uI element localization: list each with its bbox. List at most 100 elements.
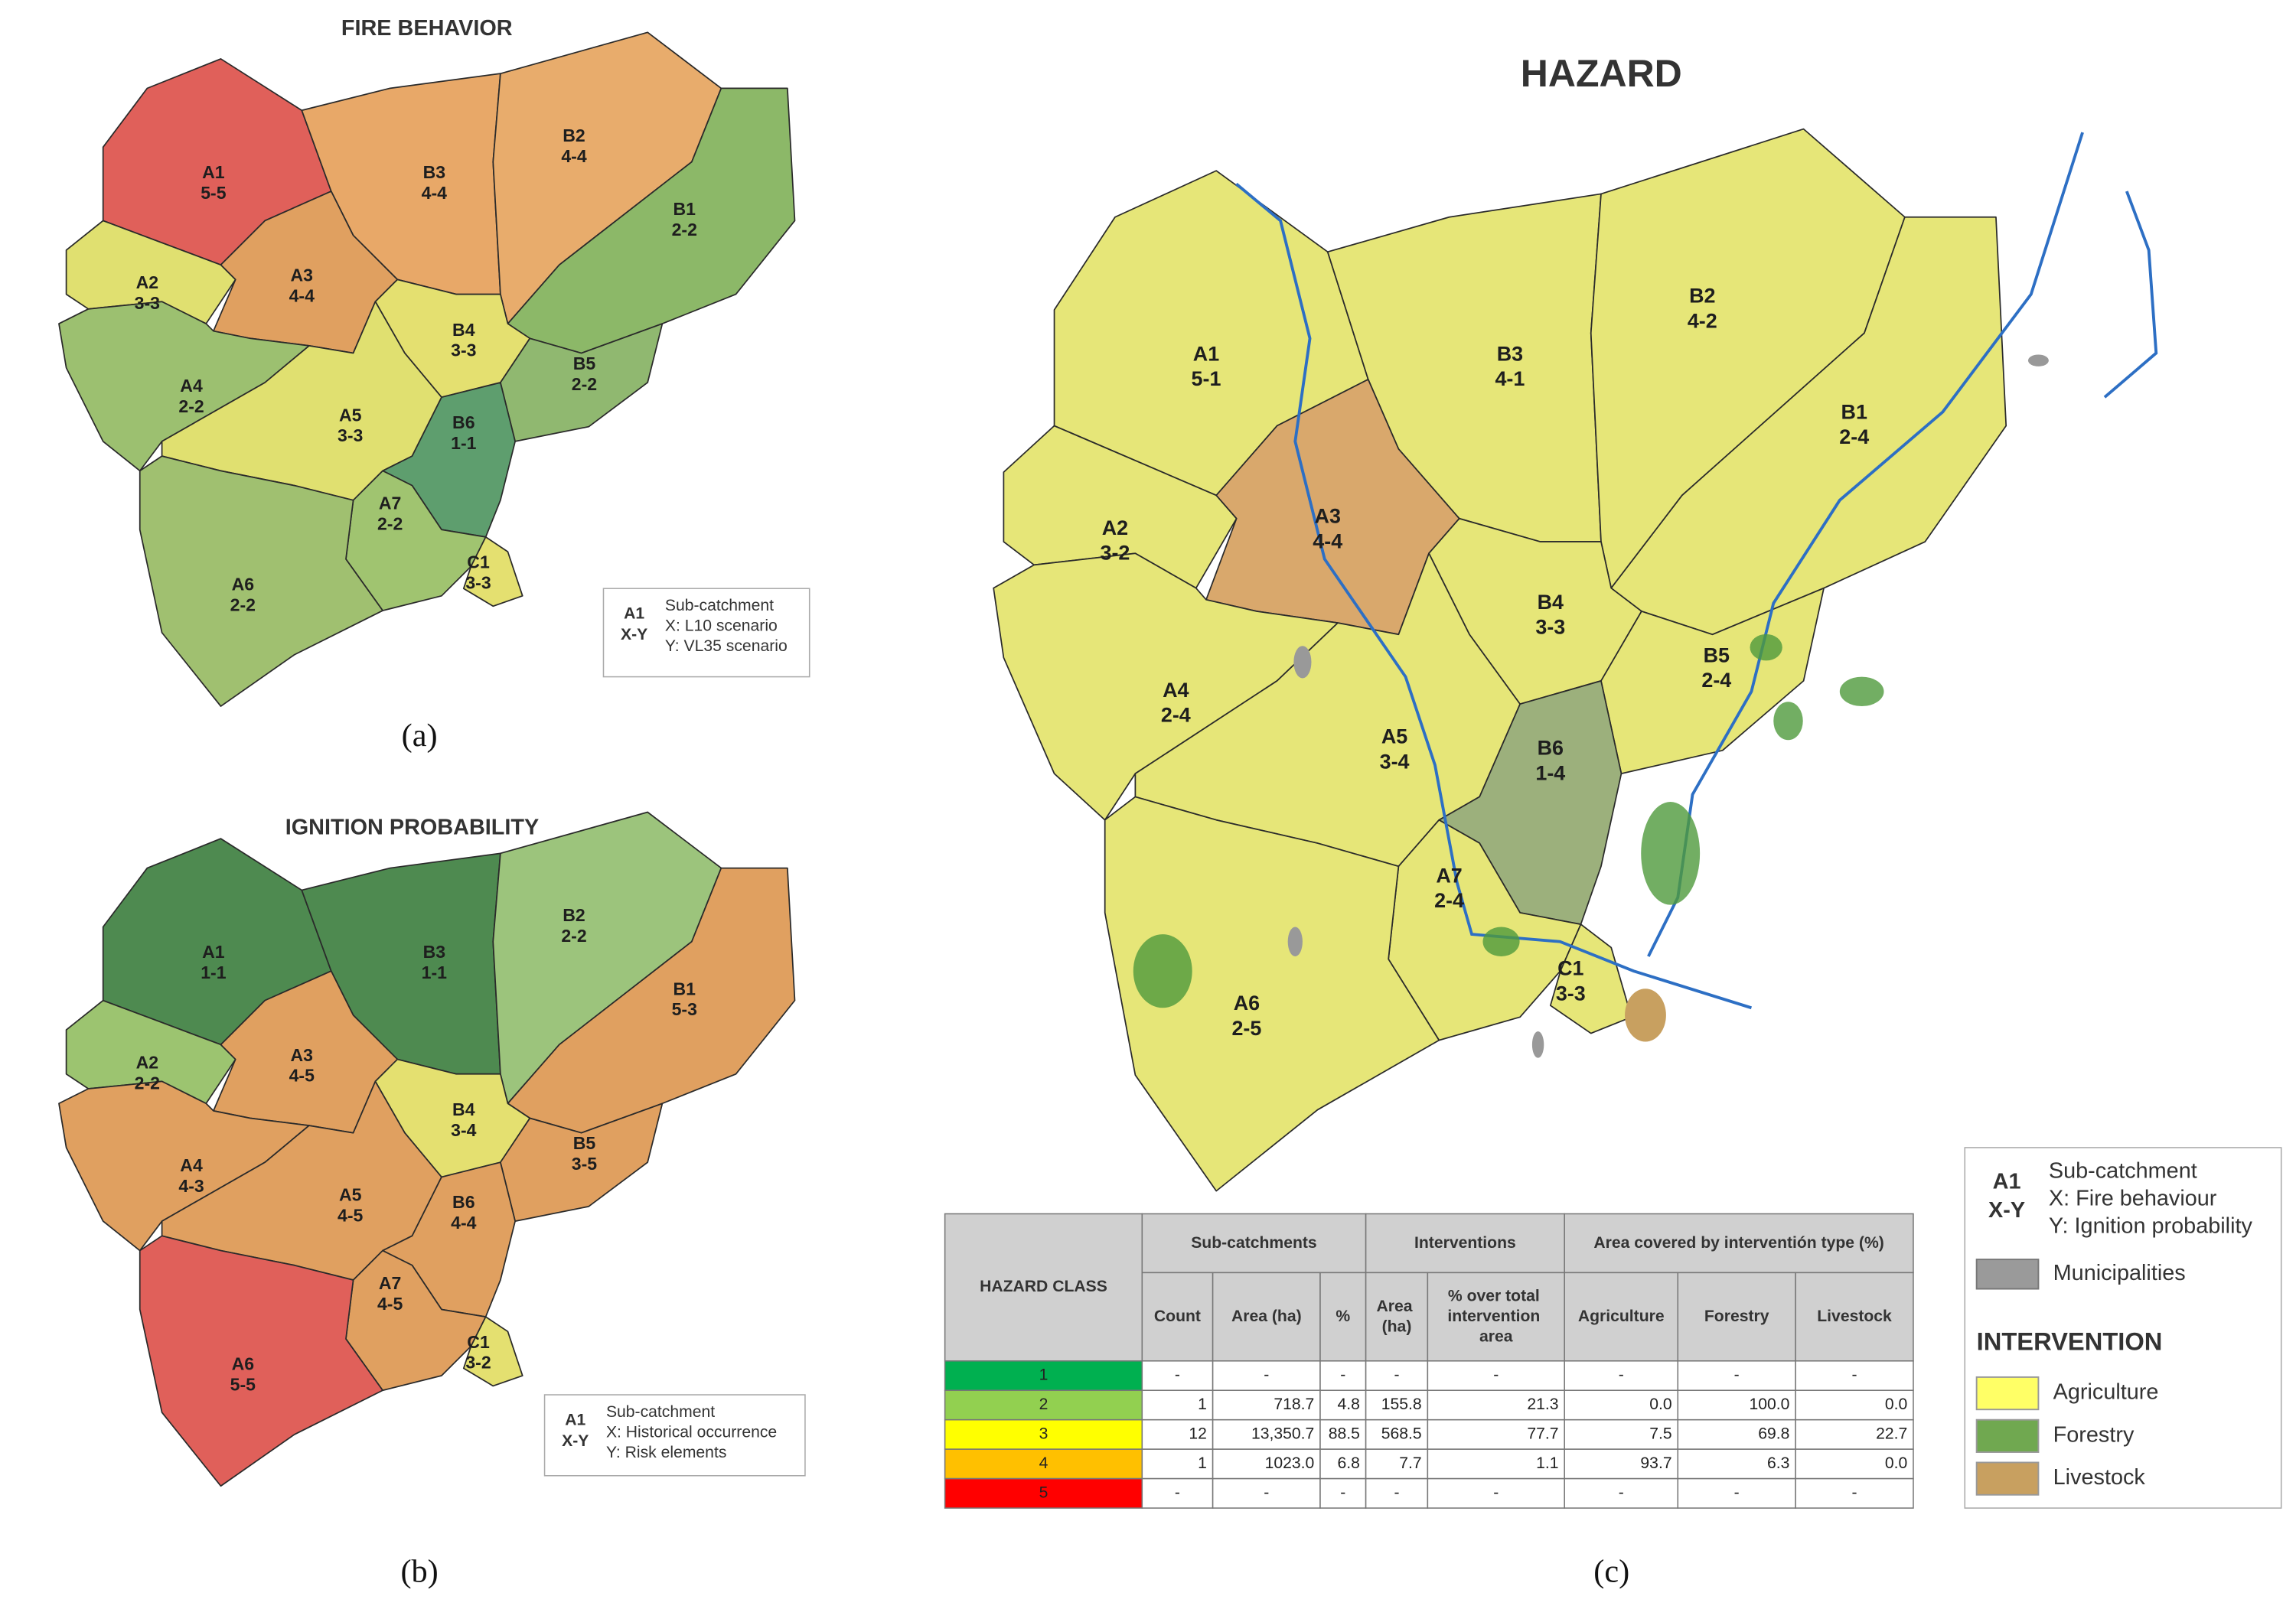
region-id: A4	[1163, 679, 1189, 702]
table-cell	[1365, 1213, 1565, 1274]
region-id: B4	[452, 1099, 475, 1119]
table-cell	[1677, 1360, 1796, 1392]
table-cell	[1795, 1360, 1914, 1392]
legend-line: X: Fire behaviour	[2049, 1186, 2217, 1210]
table-value: -	[1493, 1366, 1499, 1384]
sub-catchment	[139, 1235, 383, 1487]
table-cell	[1319, 1389, 1367, 1421]
legend-line: Sub-catchment	[606, 1403, 715, 1421]
map: A15-1B34-1B24-2B12-4A23-2A34-4B43-3B52-4…	[993, 128, 2158, 1192]
table-cell	[1141, 1272, 1214, 1362]
legend: A1 X-Y Sub-catchment X: Fire behaviour Y: Ig…	[1964, 1147, 2282, 1509]
table-column-header: Forestry	[1704, 1308, 1769, 1325]
table-cell	[1365, 1477, 1429, 1509]
region-id: B6	[452, 412, 475, 432]
region-id: A3	[291, 1045, 313, 1065]
table-cell	[1365, 1448, 1429, 1480]
region-code: 3-3	[465, 573, 491, 593]
region-code: 2-5	[1231, 1017, 1261, 1040]
sub-catchment	[1549, 923, 1632, 1034]
table-cell	[1795, 1477, 1914, 1509]
legend-line: X: L10 scenario	[665, 617, 778, 635]
legend: A1 X-Y Sub-catchment X: Historical occurren…	[543, 1394, 806, 1477]
region-id: A3	[1315, 505, 1341, 528]
region-code: 3-3	[451, 340, 476, 360]
river	[1235, 182, 1753, 1010]
table-value: 568.5	[1381, 1425, 1422, 1443]
legend-line: X: Historical occurrence	[606, 1423, 777, 1441]
region-code: 3-4	[451, 1120, 477, 1140]
panel-title: IGNITION PROBABILITY	[285, 815, 540, 839]
region-id: A4	[180, 376, 203, 396]
region-code: 4-5	[377, 1294, 403, 1314]
forestry-patch	[1133, 934, 1192, 1008]
table-cell	[1212, 1448, 1321, 1480]
region-code: 4-3	[178, 1176, 204, 1196]
table-cell	[1795, 1272, 1914, 1362]
legend-line: Sub-catchment	[2049, 1158, 2197, 1183]
region-id: B1	[673, 979, 696, 998]
table-cell	[1212, 1360, 1321, 1392]
region-code: 3-3	[1556, 982, 1586, 1005]
hazard-class: 5	[1039, 1484, 1049, 1501]
table-value: 7.5	[1649, 1425, 1671, 1443]
sub-catchment	[1003, 425, 1238, 589]
table-cell	[1427, 1418, 1565, 1450]
table-cell	[1795, 1389, 1914, 1421]
sub-catchment	[1104, 796, 1440, 1192]
hazard-table: HAZARD CLASS Sub-catchments Interventions A…	[944, 1213, 1914, 1509]
region-id: A4	[180, 1155, 203, 1175]
table-value: 1.1	[1536, 1454, 1558, 1472]
forestry-patch	[1839, 676, 1884, 707]
table-cell	[1141, 1477, 1214, 1509]
table-value: -	[1619, 1366, 1624, 1384]
hazard-class: 2	[1039, 1396, 1049, 1413]
table-value: 7.7	[1399, 1454, 1421, 1472]
legend-example-code: X-Y	[621, 626, 647, 643]
table-value: 13,350.7	[1251, 1425, 1314, 1443]
region-code: 4-5	[338, 1205, 364, 1225]
table-cell	[1564, 1360, 1679, 1392]
table-value: 0.0	[1885, 1454, 1907, 1472]
table-cell	[1795, 1448, 1914, 1480]
legend-line: Sub-catchment	[665, 597, 774, 614]
region-code: 4-2	[1688, 309, 1717, 332]
region-code: 1-1	[201, 962, 227, 982]
region-id: B2	[563, 905, 585, 925]
map: A11-1B31-1B22-2B15-3A22-2A34-5B43-4B53-5…	[58, 811, 796, 1487]
legend-swatch	[1975, 1259, 2040, 1290]
table-cell	[1677, 1448, 1796, 1480]
table-cell	[1319, 1360, 1367, 1392]
table-value: 6.8	[1338, 1454, 1360, 1472]
region-code: 5-5	[201, 183, 227, 203]
region-code: 3-3	[338, 425, 363, 445]
region-id: A3	[291, 265, 313, 285]
legend-example-id: A1	[565, 1411, 585, 1428]
table-column-header: %	[1336, 1308, 1350, 1325]
region-id: B4	[1538, 591, 1564, 614]
sub-catchment	[65, 999, 236, 1105]
table-cell	[1564, 1418, 1679, 1450]
region-code: 3-5	[572, 1154, 598, 1174]
forestry-patch	[1482, 927, 1520, 956]
region-id: C1	[1557, 957, 1583, 980]
table-cell	[1427, 1272, 1565, 1362]
region-id: A2	[1102, 516, 1128, 539]
legend-example-code: X-Y	[562, 1432, 589, 1450]
table-value: -	[1493, 1484, 1499, 1501]
region-id: B5	[1704, 644, 1730, 667]
table-value: 12	[1189, 1425, 1207, 1443]
region-code: 4-1	[1495, 367, 1525, 390]
table-column-header: Agriculture	[1578, 1308, 1665, 1325]
table-value: 718.7	[1274, 1396, 1314, 1413]
table-column-header: Livestock	[1817, 1308, 1892, 1325]
legend-swatch	[1975, 1418, 2040, 1453]
region-code: 2-4	[1701, 669, 1731, 692]
municipality	[2027, 354, 2049, 366]
table-value: 21.3	[1527, 1396, 1558, 1413]
region-code: 2-4	[1434, 889, 1464, 912]
table-cell	[1427, 1360, 1565, 1392]
table-cell	[1319, 1272, 1367, 1362]
region-code: 2-2	[561, 926, 586, 946]
